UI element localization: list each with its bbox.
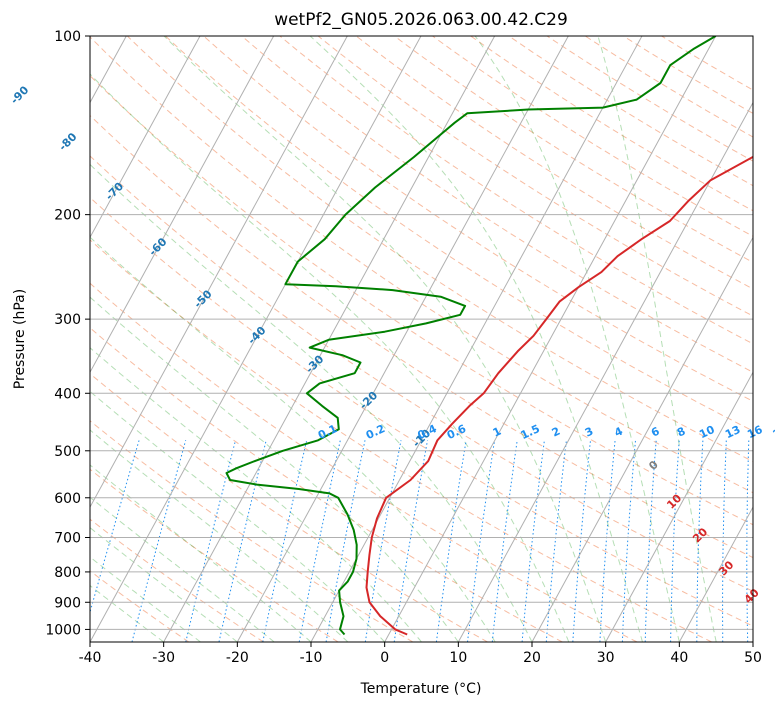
x-tick-label: -30 <box>152 650 175 666</box>
y-tick-label: 300 <box>54 312 81 328</box>
y-tick-label: 100 <box>54 29 81 45</box>
x-tick-label: 40 <box>670 650 688 666</box>
x-tick-label: 0 <box>380 650 389 666</box>
y-tick-label: 1000 <box>45 622 81 638</box>
y-tick-label: 400 <box>54 386 81 402</box>
x-tick-label: -20 <box>226 650 249 666</box>
y-axis-title: Pressure (hPa) <box>12 289 28 389</box>
y-tick-label: 600 <box>54 491 81 507</box>
x-tick-label: 50 <box>744 650 762 666</box>
y-tick-label: 900 <box>54 595 81 611</box>
y-tick-label: 200 <box>54 208 81 224</box>
y-tick-label: 800 <box>54 565 81 581</box>
x-tick-label: -40 <box>79 650 102 666</box>
chart-title: wetPf2_GN05.2026.063.00.42.C29 <box>274 10 568 30</box>
x-tick-label: 20 <box>523 650 541 666</box>
y-tick-label: 700 <box>54 531 81 547</box>
x-tick-label: 30 <box>597 650 615 666</box>
x-tick-label: 10 <box>449 650 467 666</box>
x-tick-label: -10 <box>300 650 323 666</box>
x-axis-title: Temperature (°C) <box>360 681 482 697</box>
y-tick-label: 500 <box>54 444 81 460</box>
